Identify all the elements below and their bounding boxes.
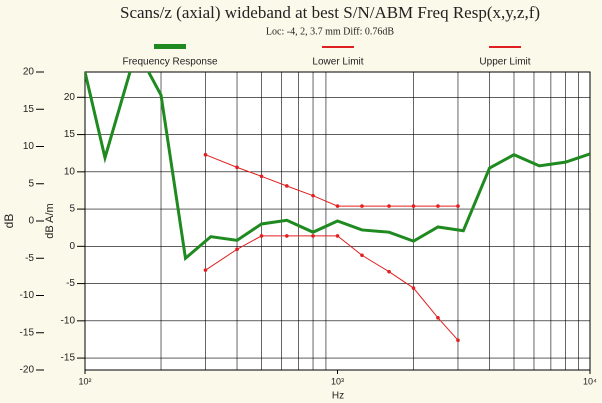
point [259,234,264,238]
y-tick-label: -20 [20,365,35,376]
y-tick-label: 0 [28,216,34,227]
point [436,204,440,208]
chart-title: Scans/z (axial) wideband at best S/N/ABM… [120,3,540,22]
y2-tick-label: -5 [66,278,75,289]
point [335,204,340,208]
y-tick-label: 15 [23,104,35,115]
legend-swatch [154,44,186,49]
point [311,193,315,198]
point [235,165,239,170]
y-tick-label: -10 [20,290,35,301]
y-tick-label: -5 [25,253,34,264]
y2-tick-label: 15 [64,129,76,140]
point [203,268,208,272]
legend-swatch [489,46,521,48]
y2-tick-label: 10 [64,166,76,177]
legend-label: Frequency Response [122,57,217,68]
legend-swatch [322,46,354,48]
point [360,253,364,258]
point [387,204,391,208]
point [311,234,315,238]
y-tick-label: -15 [20,327,35,338]
y2-tick-label: -15 [61,353,76,364]
y-tick-label: 10 [23,141,35,152]
y2-axis-label: dB A/m [44,203,56,238]
y2-tick-label: 20 [64,92,76,103]
point [285,234,289,238]
y-tick-label: 20 [23,67,35,78]
x-axis-label: Hz [332,391,344,402]
point [387,269,391,274]
y2-tick-label: 0 [69,241,75,252]
point [436,316,440,320]
point [335,234,340,238]
x-tick-label: 10² [78,376,91,386]
point [235,247,239,252]
x-tick-label: 10⁴ [583,376,597,386]
point [411,286,416,290]
point [456,204,460,208]
y2-tick-label: -10 [61,315,76,326]
point [203,152,208,157]
point [456,338,460,343]
chart-subtitle: Loc: -4, 2, 3.7 mm Diff: 0.76dB [266,26,394,37]
point [285,184,289,188]
point [411,204,416,208]
point [360,204,364,208]
y2-tick-label: 5 [69,204,75,215]
y-axis-label: dB [2,214,16,229]
series-line [85,72,590,262]
y-tick-label: 5 [28,178,34,189]
legend-label: Lower Limit [312,57,363,68]
legend-label: Upper Limit [479,57,530,68]
x-tick-label: 10³ [331,376,344,386]
point [259,174,264,179]
